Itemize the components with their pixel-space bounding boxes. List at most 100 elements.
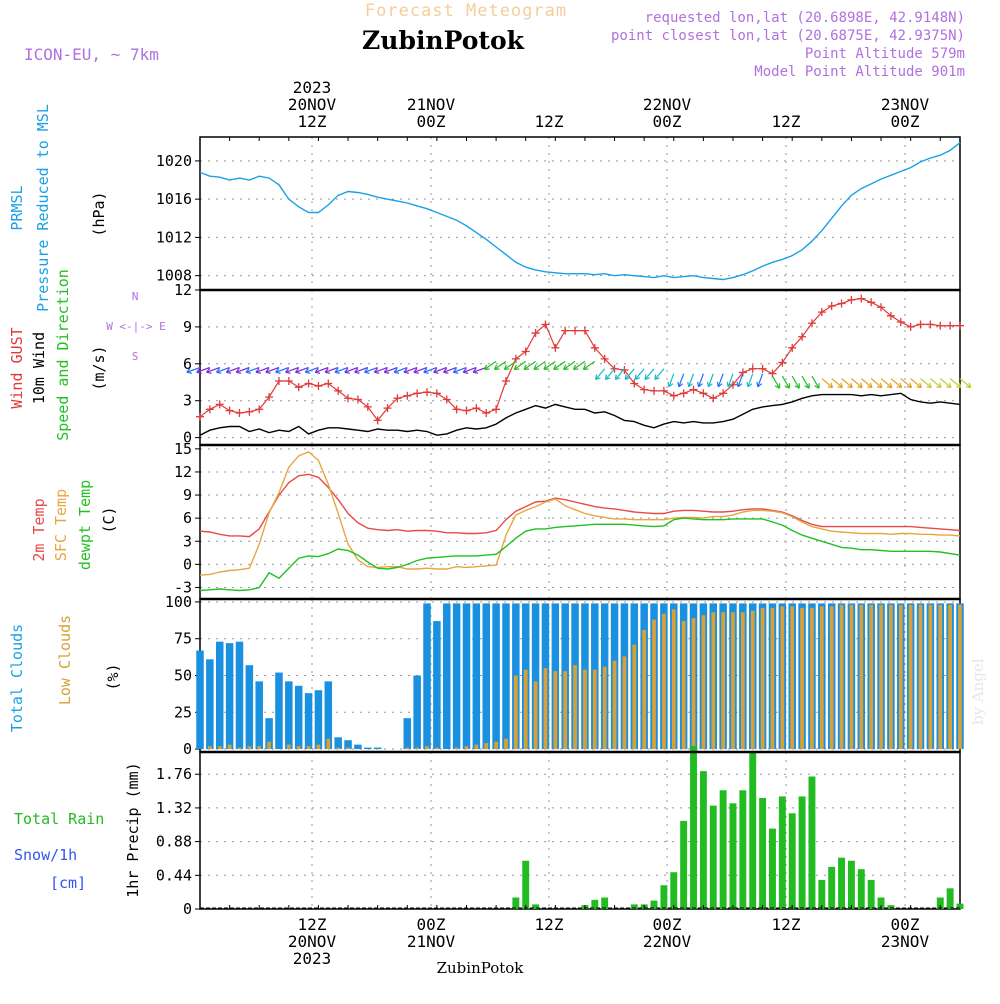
total-cloud-bar: [225, 643, 234, 750]
wind-direction-arrow: [841, 378, 853, 389]
wind-direction-arrow: [851, 378, 863, 389]
x-tick-label-bottom: 23NOV: [881, 932, 930, 951]
low-cloud-bar: [316, 744, 321, 750]
gust-marker: [600, 354, 609, 363]
wind-direction-arrow: [959, 378, 972, 389]
gust-marker: [294, 383, 303, 392]
wind-direction-arrowhead: [667, 381, 674, 388]
wind-direction-arrowhead: [624, 374, 631, 381]
rain-bar: [680, 820, 688, 909]
low-cloud-bar: [839, 604, 844, 750]
rain-bar: [828, 866, 836, 909]
x-tick-label-bottom: 00Z: [653, 915, 682, 934]
total-cloud-bar: [235, 641, 244, 750]
panel-precip: 0 0.44 0.88 1.32 1.76: [156, 745, 964, 918]
panel-frame: [199, 136, 961, 291]
y-tick-label: 25: [174, 703, 192, 721]
wind-direction-arrowhead: [746, 381, 753, 388]
gust-marker: [640, 385, 649, 394]
pressure-label-long: Pressure Reduced to MSL: [34, 104, 52, 312]
wind-direction-arrow: [393, 366, 408, 373]
low-cloud-bar: [484, 743, 489, 750]
wind-direction-arrow: [472, 366, 487, 373]
x-tick-label-bottom: 12Z: [535, 915, 564, 934]
y-tick-label: 3: [183, 392, 192, 410]
wind-direction-arrow: [513, 360, 527, 370]
wind-direction-arrow: [374, 366, 388, 373]
wind-direction-arrowhead: [866, 382, 873, 389]
wind-direction-arrowhead: [572, 364, 579, 370]
wind-direction-arrow: [324, 366, 339, 373]
low-cloud-bar: [721, 612, 725, 750]
low-cloud-bar: [454, 747, 459, 750]
low-cloud-bar: [632, 644, 637, 750]
wind-direction-arrowhead: [533, 364, 540, 370]
wind-direction-arrowhead: [235, 368, 242, 374]
model-altitude: Model Point Altitude 901m: [754, 64, 965, 80]
wind-direction-arrow: [821, 378, 833, 389]
x-tick-label-top: 21NOV: [407, 95, 456, 114]
rain-bar: [778, 796, 786, 909]
wind-direction-arrowhead: [896, 382, 903, 389]
wind-direction-arrow: [890, 378, 903, 389]
gust-marker: [462, 406, 471, 415]
low-cloud-bar: [227, 744, 232, 750]
rain-bar: [769, 828, 776, 909]
rain-bar: [749, 752, 757, 909]
low-cloud-bar: [829, 606, 834, 750]
gust-marker: [373, 416, 382, 425]
rain-bar: [759, 797, 767, 909]
wind-direction-arrow: [595, 368, 606, 380]
wind-direction-arrow: [216, 366, 230, 373]
wind-direction-arrowhead: [225, 368, 232, 374]
low-cloud-bar: [415, 747, 420, 750]
y-tick-label: 50: [174, 667, 192, 685]
low-cloud-bar: [405, 747, 410, 750]
cloud-unit: (%): [104, 663, 122, 690]
wind-direction-arrowhead: [472, 368, 479, 374]
gust-marker: [255, 405, 264, 414]
wind-direction-arrow: [334, 366, 349, 373]
wind-direction-arrowhead: [383, 368, 390, 374]
gust-marker: [541, 320, 550, 329]
gust-marker: [274, 377, 283, 386]
x-tick-label-bottom: 21NOV: [407, 932, 456, 951]
gust-marker: [442, 395, 451, 404]
wind-direction-arrow: [654, 368, 665, 380]
wind-direction-arrow: [582, 360, 596, 370]
total-cloud-label: Total Clouds: [8, 624, 26, 732]
wind-direction-arrow: [698, 373, 704, 388]
wind-direction-arrowhead: [255, 368, 261, 374]
wind-direction-arrow: [533, 360, 546, 370]
x-tick-label-top: 23NOV: [881, 95, 930, 114]
wind-direction-arrow: [717, 373, 724, 388]
low-cloud-bar: [770, 607, 775, 750]
x-tick-label-top: 12Z: [298, 112, 327, 131]
y-tick-label: 1012: [156, 228, 192, 246]
total-cloud-bar: [354, 744, 362, 750]
total-cloud-bar: [373, 747, 382, 750]
wind-direction-arrow: [949, 378, 962, 389]
low-cloud-bar: [336, 747, 341, 750]
wind-direction-arrowhead: [265, 368, 271, 374]
panel-temperature: -3 0 3 6 9 12 15: [174, 440, 961, 600]
wind-direction-arrow: [910, 378, 922, 389]
wind-direction-arrowhead: [726, 381, 733, 388]
wind-unit: (m/s): [90, 345, 108, 390]
temp-line-0: [199, 473, 961, 538]
low-cloud-bar: [326, 738, 331, 750]
gust-marker: [383, 404, 392, 413]
low-cloud-bar: [217, 746, 222, 750]
x-tick-label-bottom: 22NOV: [643, 932, 692, 951]
y-tick-label: 6: [183, 509, 192, 527]
wind-direction-arrow: [553, 360, 566, 370]
x-tick-label-top: 00Z: [417, 112, 446, 131]
panel-clouds: 0 25 50 75 100: [165, 593, 964, 758]
wind-direction-arrowhead: [706, 381, 713, 388]
wind-direction-arrow: [614, 368, 625, 380]
low-cloud-bar: [889, 604, 893, 750]
wind-direction-arrow: [305, 366, 319, 373]
wind-direction-arrowhead: [814, 383, 820, 389]
wind-direction-arrow: [403, 366, 418, 373]
